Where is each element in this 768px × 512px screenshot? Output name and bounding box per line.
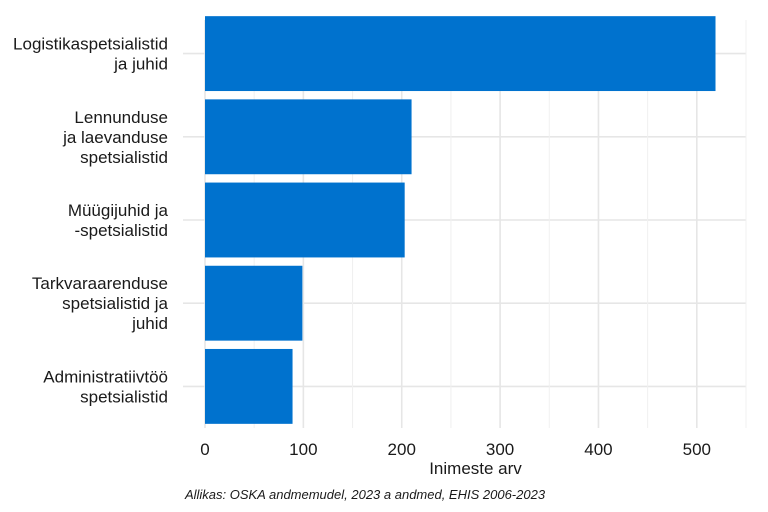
x-tick-label: 500 xyxy=(683,440,711,459)
bar xyxy=(205,348,293,424)
x-tick-label: 0 xyxy=(200,440,209,459)
category-label: Administratiivtöö spetsialistid xyxy=(43,367,168,406)
bar xyxy=(205,265,303,341)
x-tick-label: 300 xyxy=(486,440,514,459)
category-label: Müügijuhid ja -spetsialistid xyxy=(68,201,169,240)
category-label: Tarkvaraarenduse spetsialistid ja juhid xyxy=(32,274,169,333)
x-tick-label: 400 xyxy=(584,440,612,459)
x-tick-labels: 0 100 200 300 400 500 xyxy=(200,440,711,459)
bar xyxy=(205,182,405,258)
bars xyxy=(205,16,716,424)
x-axis-title: Inimeste arv xyxy=(429,459,522,478)
category-label: Logistikaspetsialistid ja juhid xyxy=(13,35,168,74)
x-tick-label: 200 xyxy=(388,440,416,459)
category-label: Lennunduse ja laevanduse spetsialistid xyxy=(62,108,168,167)
source-note: Allikas: OSKA andmemudel, 2023 a andmed,… xyxy=(184,487,546,502)
x-tick-label: 100 xyxy=(289,440,317,459)
bar xyxy=(205,99,412,175)
bar xyxy=(205,16,716,92)
category-labels: Logistikaspetsialistid ja juhid Lennunduse… xyxy=(13,35,169,407)
